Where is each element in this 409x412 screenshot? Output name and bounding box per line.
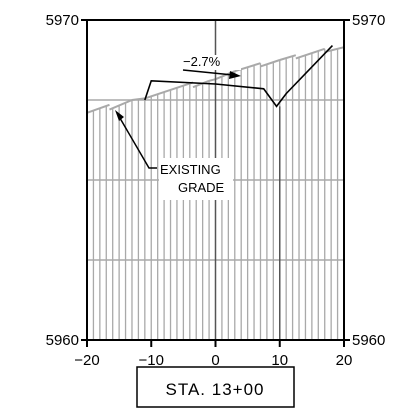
existing-grade-leader bbox=[116, 112, 157, 169]
existing-grade-segment bbox=[295, 47, 326, 60]
proposed-grade-polyline bbox=[144, 45, 334, 108]
station-label: STA. 13+00 bbox=[166, 380, 265, 399]
existing-grade-segment bbox=[208, 78, 216, 82]
station-box-frame bbox=[136, 366, 295, 408]
x-tick-label: 0 bbox=[211, 352, 219, 369]
x-tick-label: −10 bbox=[139, 352, 164, 369]
existing-grade-segment bbox=[144, 81, 194, 100]
y-tick-label: 5960 bbox=[352, 332, 385, 349]
existing-grade-segment bbox=[109, 99, 133, 111]
chart-frame bbox=[81, 19, 350, 347]
slope-arrow-line bbox=[182, 69, 234, 76]
x-tick-label: −20 bbox=[74, 352, 99, 369]
slope-label: −2.7% bbox=[183, 54, 221, 69]
axis-labels: −20 −10 0 10 20 5970 5960 5970 5960 bbox=[46, 12, 386, 369]
x-tick-label: 10 bbox=[271, 352, 288, 369]
existing-grade-segment bbox=[279, 54, 297, 61]
x-tick-label: 20 bbox=[336, 352, 353, 369]
proposed-grade-line bbox=[144, 45, 334, 108]
slope-annotation: −2.7% bbox=[181, 54, 241, 79]
station-box: STA. 13+00 bbox=[136, 366, 295, 408]
existing-grade-label-line1: EXISTING bbox=[160, 162, 221, 177]
existing-grade-segment bbox=[86, 103, 110, 114]
existing-grade-segment bbox=[131, 97, 145, 101]
existing-grade-callout: EXISTING GRADE bbox=[115, 110, 233, 200]
slope-label-bg bbox=[181, 55, 241, 70]
existing-grade-segment bbox=[260, 59, 281, 68]
y-tick-label: 5960 bbox=[46, 332, 79, 349]
grade-hatching bbox=[92, 48, 339, 340]
existing-grade-arrowhead bbox=[115, 110, 124, 121]
y-tick-label: 5970 bbox=[352, 12, 385, 29]
slope-arrowhead bbox=[229, 71, 241, 79]
existing-grade-label-bg bbox=[159, 158, 233, 200]
existing-grade-label-line2: GRADE bbox=[178, 180, 225, 195]
y-tick-label: 5970 bbox=[46, 12, 79, 29]
